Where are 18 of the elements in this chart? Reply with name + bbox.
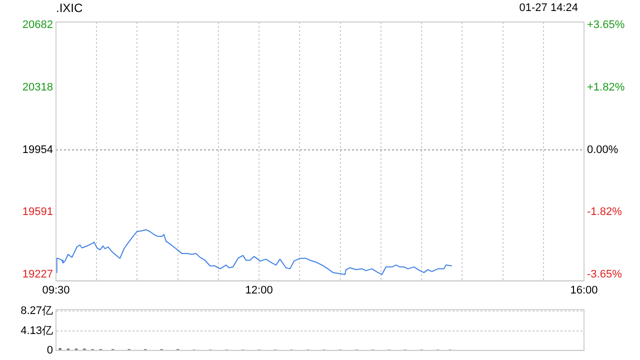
y-tick-label: 19227 xyxy=(22,268,53,280)
text: 01-27 14:24 xyxy=(519,2,578,14)
x-tick-label: 16:00 xyxy=(570,284,598,296)
x-tick-label: 09:30 xyxy=(42,284,70,296)
y-tick-label: 8.27亿 xyxy=(20,305,53,318)
y-tick-label: 20318 xyxy=(22,82,53,94)
y-tick-label: 19591 xyxy=(22,206,53,218)
y2-tick-label: +1.82% xyxy=(587,82,625,94)
y2-tick-label: +3.65% xyxy=(587,19,625,32)
y2-tick-label: -3.65% xyxy=(587,268,622,281)
chart-title: .IXIC xyxy=(56,1,83,15)
y-tick-label: 20682 xyxy=(22,19,53,32)
x-tick-label: 12:00 xyxy=(245,284,273,296)
y2-tick-label: 0.00% xyxy=(587,144,618,156)
y-tick-label: 4.13亿 xyxy=(20,324,53,337)
y-tick-label: 0 xyxy=(46,344,53,356)
y-tick-label: 19954 xyxy=(22,144,53,156)
y2-tick-label: -1.82% xyxy=(587,206,622,218)
